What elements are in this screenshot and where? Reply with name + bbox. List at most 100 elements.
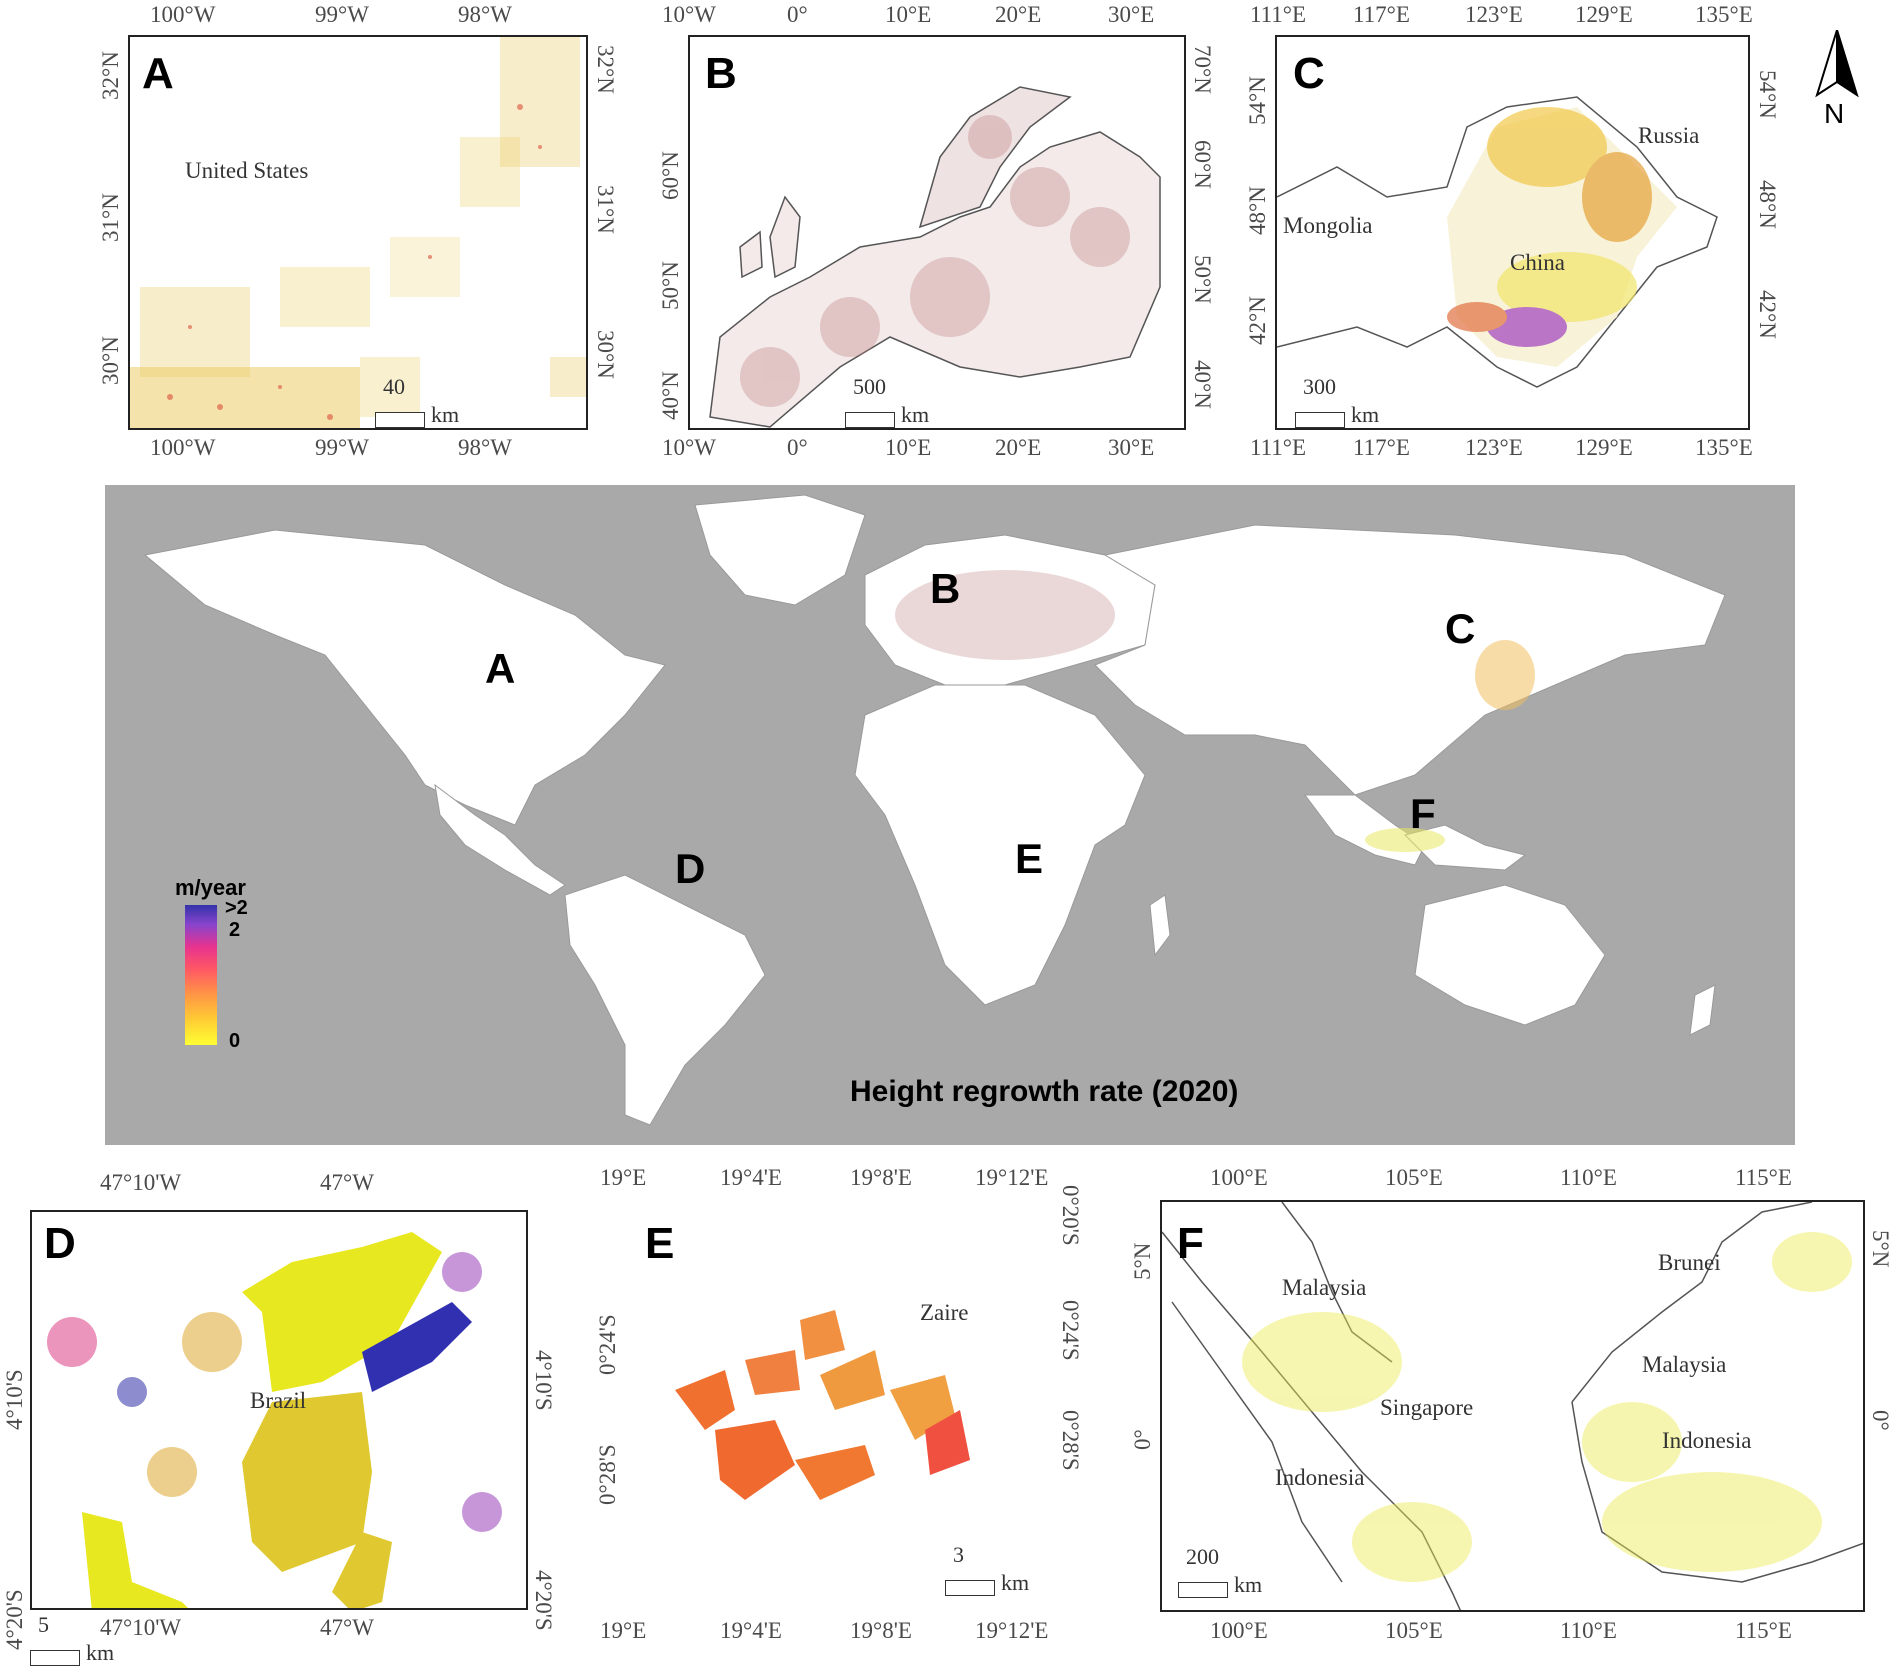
panel-d-top-tick: 47°W bbox=[320, 1170, 374, 1195]
panel-c-bottom-tick: 111°E bbox=[1250, 435, 1307, 460]
panel-c-bottom-tick: 117°E bbox=[1353, 435, 1410, 460]
panel-b-left-tick: 50°N bbox=[658, 261, 683, 310]
legend-tick-max: >2 bbox=[225, 897, 248, 919]
panel-f-bottom-tick: 100°E bbox=[1210, 1618, 1268, 1643]
panel-d-scalebar: 5 km bbox=[30, 1612, 114, 1666]
panel-f-scalebar: 200 km bbox=[1178, 1544, 1262, 1598]
north-arrow-icon bbox=[1815, 29, 1859, 98]
panel-f-map bbox=[1160, 1200, 1865, 1612]
panel-a-left-tick: 31°N bbox=[98, 193, 123, 242]
panel-a-right-tick: 32°N bbox=[593, 45, 618, 94]
panel-c-right-tick: 54°N bbox=[1755, 70, 1780, 119]
legend-tick-mid: 2 bbox=[229, 919, 241, 941]
panel-f-right-tick: 5°N bbox=[1868, 1230, 1893, 1268]
panel-c-top-tick: 123°E bbox=[1465, 2, 1523, 27]
world-map: A B C D E F m/year >2 2 0 Height regrowt… bbox=[105, 485, 1795, 1145]
world-land-outlines bbox=[143, 494, 1726, 1126]
panel-d-right-tick: 4°10'S bbox=[531, 1350, 556, 1411]
panel-d-map bbox=[30, 1210, 528, 1610]
panel-b-label: B bbox=[705, 49, 737, 98]
panel-c-northeast-china-map bbox=[1277, 96, 1718, 388]
panel-b-top-tick: 0° bbox=[787, 2, 808, 27]
panel-a-top-tick: 99°W bbox=[315, 2, 369, 27]
legend-color-ramp bbox=[185, 905, 217, 1045]
panel-c-left-tick: 54°N bbox=[1245, 76, 1270, 125]
panel-f-bottom-tick: 115°E bbox=[1735, 1618, 1792, 1643]
panel-f-place-malaysia-west: Malaysia bbox=[1282, 1275, 1367, 1300]
world-marker-a: A bbox=[485, 645, 516, 692]
panel-d-brazil-map bbox=[47, 1232, 502, 1608]
world-marker-b: B bbox=[930, 565, 961, 612]
panel-b-top-tick: 10°E bbox=[885, 2, 932, 27]
panel-f-label: F bbox=[1177, 1219, 1204, 1268]
panel-a-left-tick: 32°N bbox=[98, 51, 123, 100]
panel-f-place-brunei: Brunei bbox=[1658, 1250, 1721, 1275]
panel-c-left-tick: 42°N bbox=[1245, 296, 1270, 345]
panel-c-map bbox=[1275, 35, 1750, 430]
panel-d-right-tick: 4°20'S bbox=[531, 1570, 556, 1631]
panel-c-top-tick: 129°E bbox=[1575, 2, 1633, 27]
panel-f-right-tick: 0° bbox=[1868, 1410, 1893, 1431]
panel-e-label: E bbox=[645, 1219, 675, 1268]
panel-e-bottom-tick: 19°12'E bbox=[975, 1618, 1049, 1643]
panel-b-map bbox=[688, 35, 1186, 430]
legend-tick-min: 0 bbox=[229, 1030, 241, 1052]
panel-f-bottom-tick: 105°E bbox=[1385, 1618, 1443, 1643]
panel-b-bottom-tick: 10°E bbox=[885, 435, 932, 460]
panel-c-place-russia: Russia bbox=[1638, 123, 1700, 148]
panel-a-top-tick: 98°W bbox=[458, 2, 512, 27]
panel-d-left-tick: 4°20'S bbox=[2, 1589, 27, 1650]
panel-c-right-tick: 42°N bbox=[1755, 290, 1780, 339]
panel-e-left-tick: 0°24'S bbox=[595, 1314, 620, 1375]
panel-e-top-tick: 19°E bbox=[600, 1165, 647, 1190]
panel-d-bottom-tick: 47°W bbox=[320, 1615, 374, 1640]
panel-d-left-tick: 4°10'S bbox=[2, 1369, 27, 1430]
panel-c-bottom-tick: 135°E bbox=[1695, 435, 1753, 460]
panel-e-bottom-tick: 19°E bbox=[600, 1618, 647, 1643]
world-marker-c: C bbox=[1445, 605, 1476, 652]
panel-d-place-brazil: Brazil bbox=[250, 1388, 307, 1413]
panel-f-top-tick: 100°E bbox=[1210, 1165, 1268, 1190]
panel-f-left-tick: 5°N bbox=[1130, 1242, 1155, 1280]
panel-e-right-tick: 0°24'S bbox=[1058, 1300, 1083, 1361]
legend-unit: m/year bbox=[175, 875, 246, 900]
panel-a-bottom-tick: 99°W bbox=[315, 435, 369, 460]
panel-c-place-mongolia: Mongolia bbox=[1283, 213, 1373, 238]
panel-a-top-tick: 100°W bbox=[150, 2, 216, 27]
panel-e-right-tick: 0°28'S bbox=[1058, 1410, 1083, 1471]
panel-b-left-tick: 40°N bbox=[658, 371, 683, 420]
panel-c-place-china: China bbox=[1510, 250, 1565, 275]
world-marker-f: F bbox=[1410, 790, 1436, 837]
panel-f-top-tick: 110°E bbox=[1560, 1165, 1617, 1190]
panel-f-southeast-asia-map bbox=[1162, 1202, 1863, 1610]
panel-a-right-tick: 30°N bbox=[593, 330, 618, 379]
panel-a-right-tick: 31°N bbox=[593, 185, 618, 234]
panel-c-bottom-tick: 129°E bbox=[1575, 435, 1633, 460]
panel-a-regrowth-pixels bbox=[130, 37, 586, 428]
panel-b-left-tick: 60°N bbox=[658, 151, 683, 200]
panel-f-place-indonesia-sumatra: Indonesia bbox=[1275, 1465, 1365, 1490]
panel-e-left-tick: 0°28'S bbox=[595, 1444, 620, 1505]
panel-b-bottom-tick: 20°E bbox=[995, 435, 1042, 460]
panel-e-top-tick: 19°4'E bbox=[720, 1165, 782, 1190]
panel-c-scalebar: 300 km bbox=[1295, 374, 1379, 428]
panel-c-label: C bbox=[1293, 49, 1325, 98]
panel-b-top-tick: 10°W bbox=[662, 2, 716, 27]
panel-f-top-tick: 115°E bbox=[1735, 1165, 1792, 1190]
panel-e-scalebar: 3 km bbox=[945, 1542, 1029, 1596]
panel-a-left-tick: 30°N bbox=[98, 336, 123, 385]
panel-f-bottom-tick: 110°E bbox=[1560, 1618, 1617, 1643]
panel-b-scalebar: 500 km bbox=[845, 374, 929, 428]
panel-c-bottom-tick: 123°E bbox=[1465, 435, 1523, 460]
panel-b-top-tick: 30°E bbox=[1108, 2, 1155, 27]
panel-c-left-tick: 48°N bbox=[1245, 186, 1270, 235]
panel-e-place-zaire: Zaire bbox=[920, 1300, 969, 1325]
panel-f-place-indonesia-borneo: Indonesia bbox=[1662, 1428, 1752, 1453]
world-map-title: Height regrowth rate (2020) bbox=[850, 1075, 1239, 1108]
panel-e-top-tick: 19°8'E bbox=[850, 1165, 912, 1190]
world-marker-d: D bbox=[675, 845, 706, 892]
panel-a-place-united-states: United States bbox=[185, 158, 309, 183]
panel-e-map bbox=[625, 1200, 1055, 1620]
panel-d-label: D bbox=[44, 1219, 76, 1268]
panel-c-top-tick: 117°E bbox=[1353, 2, 1410, 27]
